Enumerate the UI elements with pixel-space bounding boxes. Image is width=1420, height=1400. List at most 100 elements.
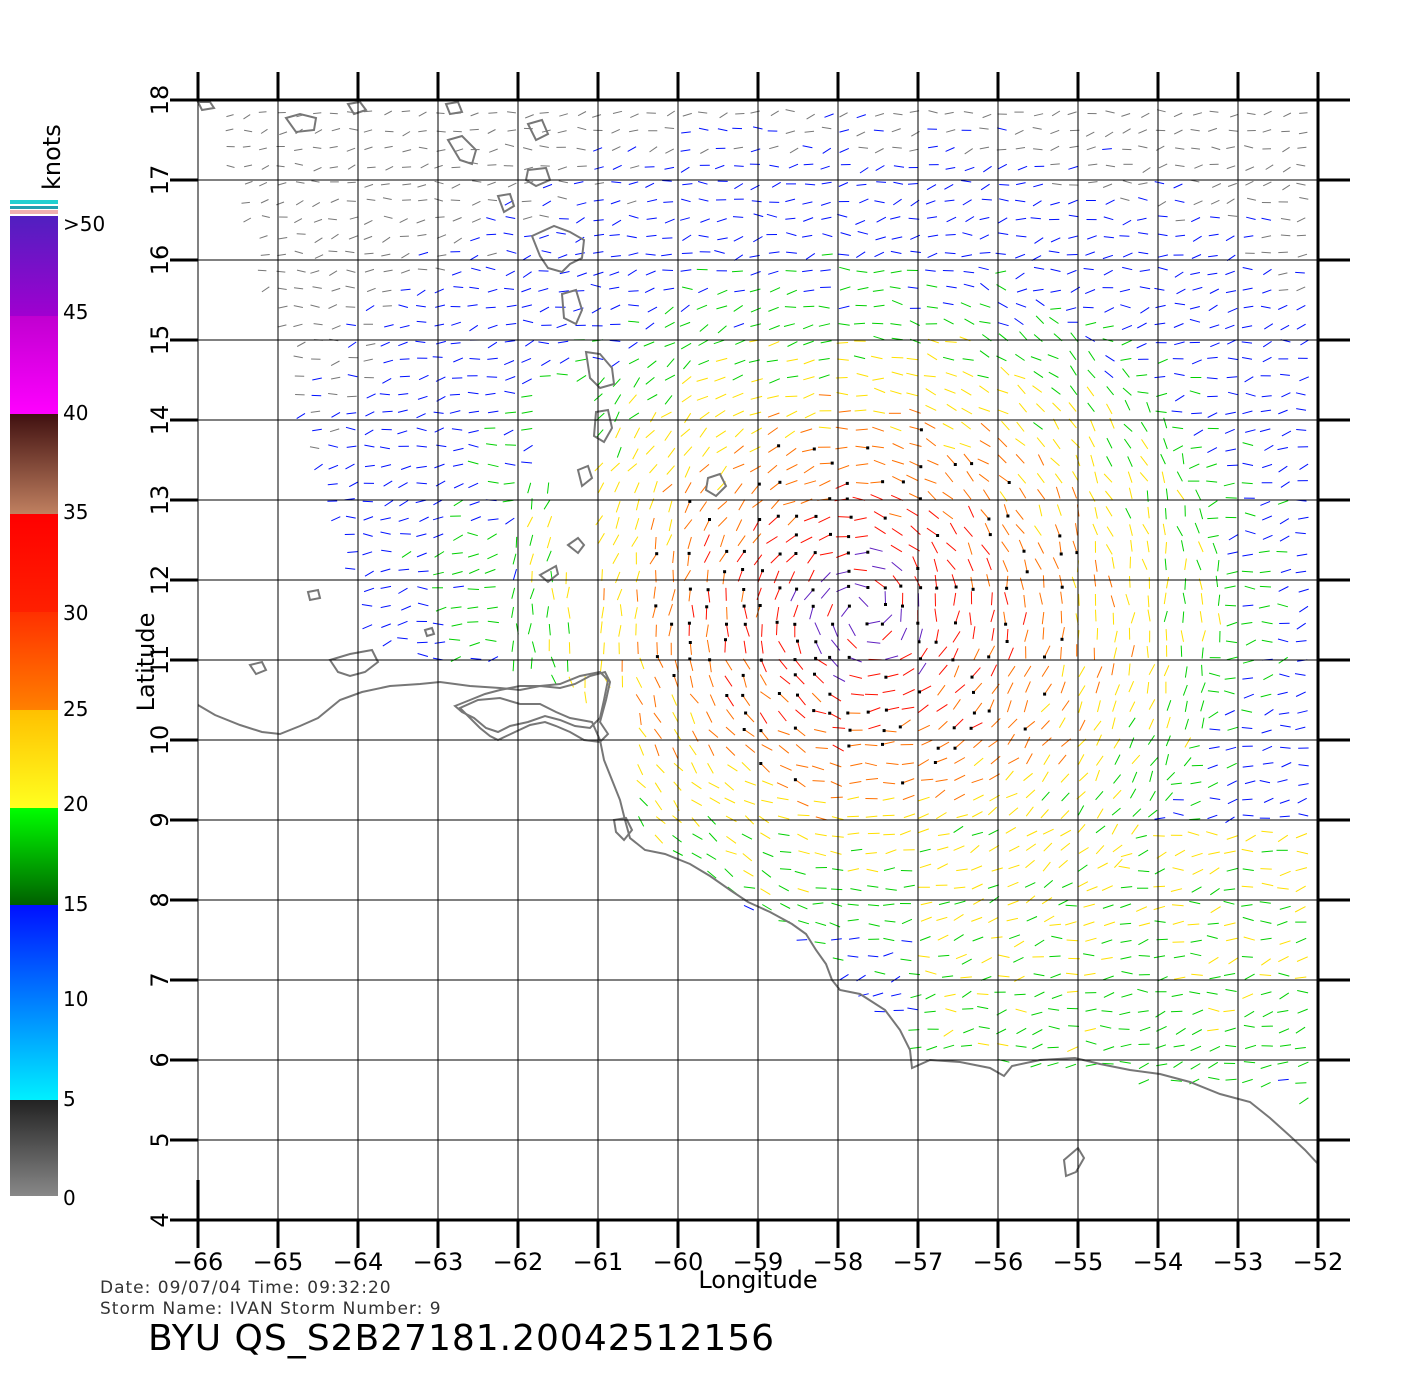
wind-vector (724, 782, 735, 791)
wind-vector (732, 410, 745, 417)
legend-label-0: 0 (63, 1186, 76, 1210)
wind-vector (680, 166, 690, 173)
island-small-3 (423, 626, 436, 638)
wind-vector (954, 900, 966, 905)
wind-vector (1023, 700, 1029, 713)
wind-vector (526, 516, 534, 528)
wind-vector (803, 163, 814, 166)
wind-vector (903, 884, 915, 888)
wind-vector (779, 764, 792, 771)
wind-vector (1122, 368, 1130, 378)
wind-vector (381, 549, 392, 553)
wind-vector (717, 517, 728, 527)
wind-vector (522, 147, 533, 151)
wind-vector (1103, 921, 1116, 927)
wind-vector (1283, 112, 1292, 118)
wind-vector (469, 642, 480, 647)
wind-vector (839, 286, 851, 291)
wind-vector (848, 623, 856, 637)
flag-dot (829, 532, 832, 536)
wind-vector (1155, 304, 1166, 309)
wind-vector (1170, 888, 1183, 892)
y-tick-label: 18 (146, 85, 174, 116)
wind-vector (1217, 594, 1221, 606)
wind-vector (1050, 145, 1060, 152)
wind-vector (727, 764, 738, 772)
wind-vector (1024, 736, 1031, 749)
flag-dot (847, 535, 851, 539)
wind-vector (1007, 682, 1014, 694)
wind-vector (924, 478, 937, 484)
wind-vector (952, 699, 961, 710)
wind-vector (750, 271, 761, 276)
wind-vector (452, 217, 462, 222)
wind-vector (980, 422, 991, 432)
wind-vector (1228, 957, 1239, 965)
wind-vector (527, 482, 532, 494)
wind-vector (874, 251, 885, 258)
wind-vector (487, 410, 499, 414)
wind-vector (752, 533, 762, 544)
wind-vector (1114, 684, 1120, 696)
wind-vector (847, 919, 859, 922)
wind-vector (1276, 921, 1288, 926)
wind-vector (547, 516, 553, 528)
flag-dot (759, 762, 763, 765)
wind-vector (936, 846, 949, 851)
flag-dot (972, 690, 975, 694)
wind-vector (968, 505, 975, 518)
wind-vector (984, 522, 991, 535)
wind-vector (955, 953, 967, 960)
x-tick-label: −54 (1133, 1248, 1184, 1276)
wind-vector (611, 219, 622, 226)
flag-dot (725, 549, 729, 553)
wind-vector (1052, 183, 1062, 186)
wind-vector (699, 427, 708, 438)
wind-vector (1096, 808, 1104, 819)
wind-vector (1207, 356, 1218, 359)
flag-dot (866, 550, 870, 554)
wind-vector (920, 901, 933, 906)
wind-vector (850, 762, 863, 767)
wind-vector (893, 113, 903, 116)
wind-vector (505, 411, 517, 414)
wind-vector (366, 198, 376, 201)
wind-vector (954, 684, 966, 694)
wind-vector (1280, 746, 1291, 749)
wind-vector (361, 604, 373, 607)
wind-vector (936, 916, 948, 921)
wind-vector (1244, 145, 1254, 149)
wind-vector (1141, 558, 1148, 570)
wind-vector (848, 743, 862, 747)
wind-vector (1008, 757, 1020, 765)
wind-vector (744, 624, 750, 637)
wind-vector (684, 466, 691, 478)
wind-vector (1105, 506, 1113, 517)
wind-vector (976, 993, 989, 995)
wind-vector (539, 306, 550, 313)
wind-vector (906, 474, 918, 481)
wind-vector (919, 936, 931, 941)
wind-vector (909, 408, 921, 414)
wind-vector (649, 463, 658, 474)
flag-dot (793, 726, 797, 730)
wind-vector (1120, 304, 1131, 309)
y-tick-label: 14 (146, 405, 174, 436)
wind-vector (891, 459, 905, 465)
wind-vector (925, 200, 936, 205)
wind-vector (513, 568, 517, 580)
wind-vector (1068, 235, 1079, 239)
wind-vector (1174, 849, 1186, 857)
wind-vector (838, 182, 849, 187)
wind-vector (347, 164, 356, 170)
flag-dot (688, 641, 692, 644)
wind-vector (785, 447, 797, 457)
wind-vector (1176, 489, 1185, 500)
wind-vector (918, 796, 930, 802)
wind-vector (402, 131, 411, 137)
wind-vector (962, 232, 973, 236)
legend-band-40-45 (10, 316, 58, 414)
wind-vector (867, 955, 879, 958)
wind-vector (1083, 921, 1095, 926)
wind-vector (1050, 289, 1061, 293)
